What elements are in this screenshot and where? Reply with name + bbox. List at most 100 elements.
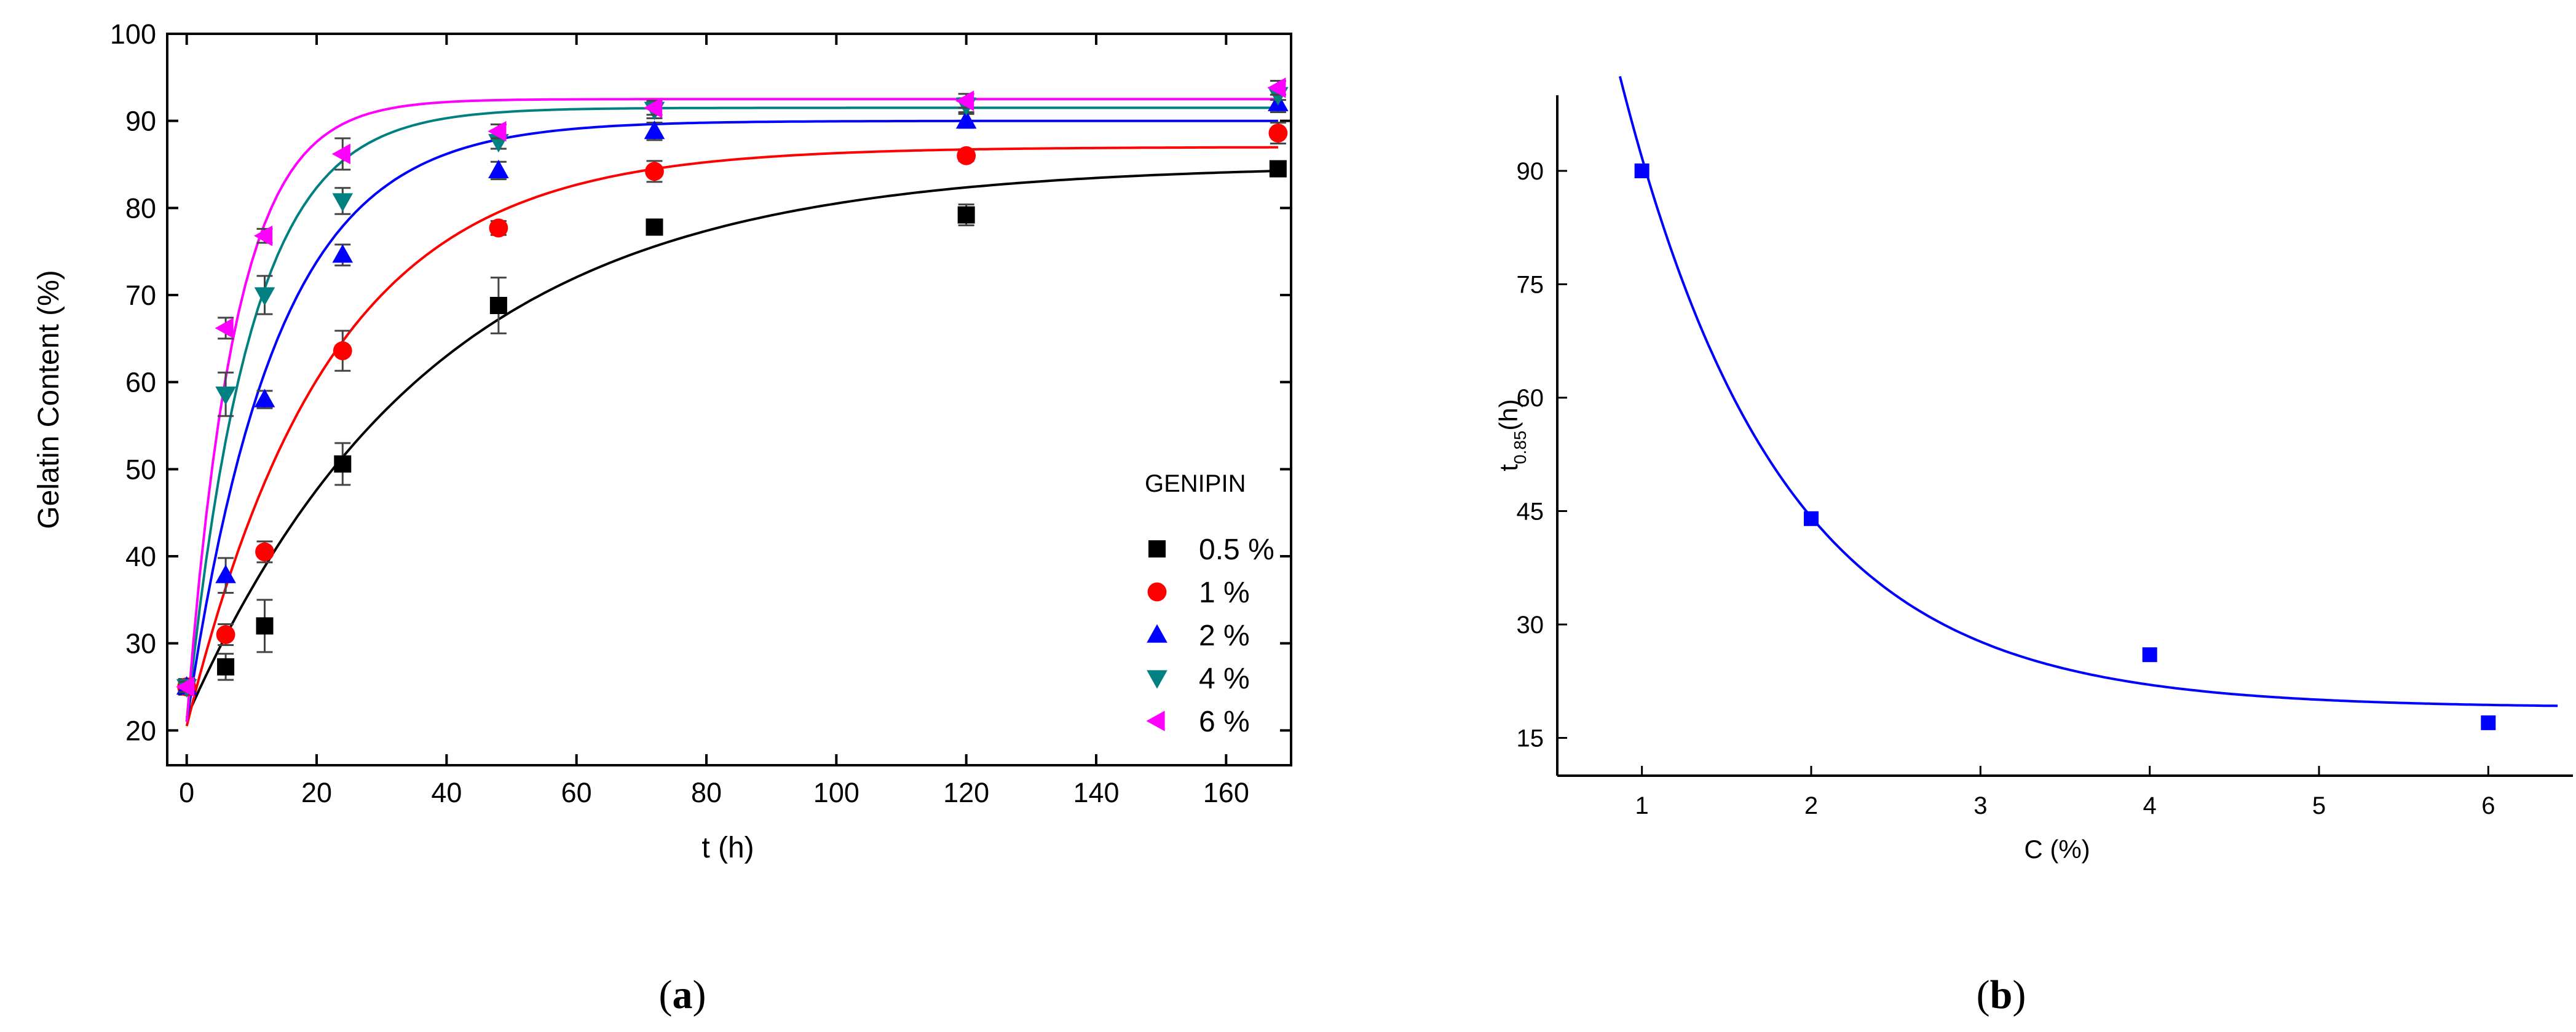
panel-b-x-axis: 1 2 3 4 5 6: [1635, 766, 2495, 819]
x-tick-label: 2: [1804, 792, 1818, 819]
panel-b-y-axis-label: t0.85(h): [1494, 399, 1530, 471]
x-tick-label: 120: [943, 777, 989, 808]
x-tick-label: 0: [179, 777, 194, 808]
panel-a-x-axis: 0 20 40 60 80 100 120 140 160: [179, 34, 1249, 808]
data-point-5: [331, 143, 350, 165]
data-point-5: [643, 97, 663, 119]
y-tick-label: 75: [1517, 272, 1544, 299]
fit-curve-5: [185, 98, 1278, 722]
data-point-4: [215, 386, 236, 405]
data-point-1: [646, 218, 663, 236]
y-tick-label: 80: [125, 192, 156, 224]
y-label-base: t: [1494, 464, 1523, 471]
x-tick-label: 5: [2312, 792, 2326, 819]
legend-marker-4: [1147, 670, 1167, 689]
panel-a-y-axis: 20 30 40 50 60 70 80 90 100: [110, 18, 1291, 746]
data-point: [1804, 511, 1819, 526]
legend-label-3: 2 %: [1199, 620, 1250, 652]
y-tick-label: 40: [125, 541, 156, 572]
data-point-2: [489, 218, 508, 238]
data-point-5: [955, 90, 974, 111]
x-tick-label: 20: [301, 777, 332, 808]
panel-b-y-axis: 15 30 45 60 75 90: [1517, 158, 1567, 752]
data-point-1: [1269, 160, 1287, 178]
legend-label-4: 4 %: [1199, 663, 1250, 695]
data-point-2: [255, 542, 274, 562]
legend-marker-1: [1148, 540, 1166, 557]
y-tick-label: 90: [125, 106, 156, 137]
data-point: [1634, 163, 1650, 178]
data-point-2: [645, 162, 664, 181]
panel-a-fit-curves: [185, 98, 1278, 727]
data-point-1: [334, 455, 352, 473]
y-tick-label: 20: [125, 715, 156, 746]
x-tick-label: 60: [561, 777, 592, 808]
panel-b-data-points: [1634, 163, 2496, 730]
caption-b-close: ): [2012, 972, 2026, 1017]
panel-a-data-points: [176, 77, 1289, 698]
legend-marker-2: [1147, 582, 1167, 602]
x-tick-label: 80: [691, 777, 722, 808]
data-point-3: [488, 159, 509, 179]
data-point-3: [254, 388, 275, 408]
data-point-3: [644, 120, 665, 140]
x-tick-label: 140: [1073, 777, 1119, 808]
caption-a-letter: a: [673, 972, 693, 1017]
data-point-5: [1267, 77, 1286, 98]
data-point-5: [176, 676, 195, 698]
data-point-4: [254, 287, 275, 306]
y-tick-label: 50: [125, 454, 156, 485]
y-tick-label: 30: [1517, 612, 1544, 639]
legend-label-5: 6 %: [1199, 706, 1250, 738]
legend-label-1: 0.5 %: [1199, 534, 1274, 566]
legend-marker-5: [1146, 711, 1165, 731]
panel-b-fit-curve: [1618, 76, 2558, 707]
data-point: [2481, 715, 2496, 730]
y-label-subscript: 0.85: [1511, 431, 1530, 465]
panel-b-x-axis-label: C (%): [2024, 835, 2090, 864]
y-label-suffix: (h): [1494, 399, 1523, 430]
x-tick-label: 100: [813, 777, 859, 808]
data-point-5: [488, 120, 507, 142]
data-point-1: [957, 206, 975, 224]
data-point-2: [957, 146, 976, 165]
data-point-5: [215, 318, 234, 339]
data-point-2: [1268, 124, 1288, 143]
data-point: [2142, 647, 2157, 663]
y-tick-label: 100: [110, 18, 156, 50]
x-tick-label: 6: [2481, 792, 2495, 819]
panel-a-legend: GENIPIN 0.5 % 1 % 2 % 4 % 6 %: [1145, 470, 1274, 738]
data-point-4: [332, 193, 354, 212]
x-tick-label: 3: [1973, 792, 1987, 819]
data-point-3: [955, 110, 977, 129]
x-tick-label: 40: [431, 777, 462, 808]
fit-curve-4: [185, 106, 1278, 722]
fit-curve: [1618, 76, 2558, 707]
y-tick-label: 45: [1517, 498, 1544, 526]
panel-a-y-axis-label: Gelatin Content (%): [33, 270, 65, 529]
legend-label-2: 1 %: [1199, 577, 1250, 609]
caption-b: (b): [1977, 972, 2026, 1017]
caption-a: (a): [659, 972, 706, 1017]
x-tick-label: 4: [2143, 792, 2157, 819]
y-tick-label: 60: [125, 367, 156, 398]
x-tick-label: 160: [1203, 777, 1249, 808]
data-point-3: [332, 244, 354, 263]
panel-a-plot-frame: [166, 33, 1292, 766]
caption-a-close: ): [693, 972, 706, 1017]
x-tick-label: 1: [1635, 792, 1649, 819]
legend-marker-3: [1147, 624, 1167, 643]
y-tick-label: 30: [125, 628, 156, 660]
panel-a-x-axis-label: t (h): [701, 832, 754, 864]
legend-title: GENIPIN: [1145, 470, 1246, 497]
caption-b-letter: b: [1990, 972, 2013, 1017]
y-tick-label: 15: [1517, 725, 1544, 752]
data-point-2: [333, 341, 352, 361]
data-point-3: [215, 564, 236, 583]
data-point-1: [256, 617, 274, 635]
data-point-1: [217, 658, 235, 676]
fit-curve-1: [185, 170, 1278, 718]
data-point-1: [489, 297, 507, 314]
y-tick-label: 60: [1517, 385, 1544, 412]
